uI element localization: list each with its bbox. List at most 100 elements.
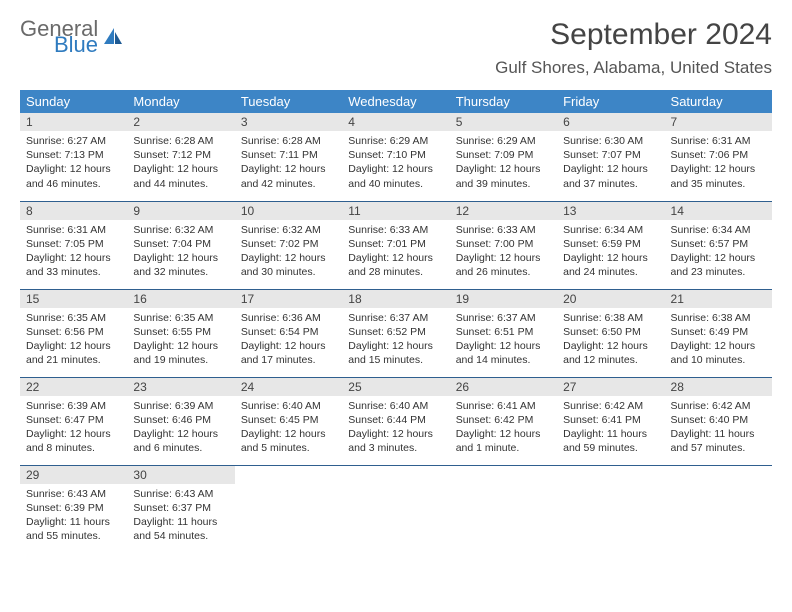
daylight-text-2: and 37 minutes. — [563, 177, 658, 191]
daylight-text-1: Daylight: 12 hours — [348, 427, 443, 441]
sunset-text: Sunset: 7:06 PM — [671, 148, 766, 162]
sunset-text: Sunset: 6:56 PM — [26, 325, 121, 339]
calendar-cell-empty — [450, 465, 557, 553]
calendar-cell: 7Sunrise: 6:31 AMSunset: 7:06 PMDaylight… — [665, 113, 772, 201]
calendar-cell-empty — [342, 465, 449, 553]
calendar-cell: 30Sunrise: 6:43 AMSunset: 6:37 PMDayligh… — [127, 465, 234, 553]
daylight-text-2: and 40 minutes. — [348, 177, 443, 191]
day-number: 30 — [127, 466, 234, 484]
sunrise-text: Sunrise: 6:40 AM — [241, 399, 336, 413]
sunset-text: Sunset: 7:12 PM — [133, 148, 228, 162]
sunrise-text: Sunrise: 6:43 AM — [133, 487, 228, 501]
day-body: Sunrise: 6:40 AMSunset: 6:45 PMDaylight:… — [235, 396, 342, 460]
daylight-text-1: Daylight: 12 hours — [563, 339, 658, 353]
weekday-header: Monday — [127, 90, 234, 113]
daylight-text-2: and 3 minutes. — [348, 441, 443, 455]
sunset-text: Sunset: 6:50 PM — [563, 325, 658, 339]
daylight-text-1: Daylight: 12 hours — [563, 162, 658, 176]
calendar-cell: 22Sunrise: 6:39 AMSunset: 6:47 PMDayligh… — [20, 377, 127, 465]
calendar-row: 1Sunrise: 6:27 AMSunset: 7:13 PMDaylight… — [20, 113, 772, 201]
day-body: Sunrise: 6:33 AMSunset: 7:01 PMDaylight:… — [342, 220, 449, 284]
sunrise-text: Sunrise: 6:32 AM — [133, 223, 228, 237]
sunset-text: Sunset: 7:10 PM — [348, 148, 443, 162]
day-number: 17 — [235, 290, 342, 308]
brand-logo: General Blue — [20, 18, 124, 56]
daylight-text-1: Daylight: 12 hours — [456, 339, 551, 353]
sunset-text: Sunset: 7:00 PM — [456, 237, 551, 251]
calendar-cell: 28Sunrise: 6:42 AMSunset: 6:40 PMDayligh… — [665, 377, 772, 465]
daylight-text-1: Daylight: 12 hours — [241, 339, 336, 353]
daylight-text-1: Daylight: 12 hours — [456, 251, 551, 265]
sunset-text: Sunset: 6:46 PM — [133, 413, 228, 427]
sunrise-text: Sunrise: 6:32 AM — [241, 223, 336, 237]
sunrise-text: Sunrise: 6:28 AM — [241, 134, 336, 148]
calendar-cell: 23Sunrise: 6:39 AMSunset: 6:46 PMDayligh… — [127, 377, 234, 465]
day-number: 2 — [127, 113, 234, 131]
sunrise-text: Sunrise: 6:43 AM — [26, 487, 121, 501]
sunrise-text: Sunrise: 6:38 AM — [671, 311, 766, 325]
calendar-cell: 4Sunrise: 6:29 AMSunset: 7:10 PMDaylight… — [342, 113, 449, 201]
day-number: 24 — [235, 378, 342, 396]
sunrise-text: Sunrise: 6:33 AM — [348, 223, 443, 237]
day-number: 18 — [342, 290, 449, 308]
day-body: Sunrise: 6:37 AMSunset: 6:51 PMDaylight:… — [450, 308, 557, 372]
day-body: Sunrise: 6:31 AMSunset: 7:05 PMDaylight:… — [20, 220, 127, 284]
day-number: 13 — [557, 202, 664, 220]
sunrise-text: Sunrise: 6:39 AM — [133, 399, 228, 413]
daylight-text-1: Daylight: 12 hours — [456, 162, 551, 176]
title-block: September 2024 Gulf Shores, Alabama, Uni… — [495, 18, 772, 78]
daylight-text-2: and 54 minutes. — [133, 529, 228, 543]
sunrise-text: Sunrise: 6:29 AM — [456, 134, 551, 148]
sunset-text: Sunset: 6:52 PM — [348, 325, 443, 339]
sunrise-text: Sunrise: 6:37 AM — [456, 311, 551, 325]
day-number: 12 — [450, 202, 557, 220]
sunset-text: Sunset: 7:09 PM — [456, 148, 551, 162]
sunrise-text: Sunrise: 6:42 AM — [671, 399, 766, 413]
sunset-text: Sunset: 6:44 PM — [348, 413, 443, 427]
day-body: Sunrise: 6:28 AMSunset: 7:12 PMDaylight:… — [127, 131, 234, 195]
calendar-cell: 3Sunrise: 6:28 AMSunset: 7:11 PMDaylight… — [235, 113, 342, 201]
sunset-text: Sunset: 7:13 PM — [26, 148, 121, 162]
daylight-text-2: and 32 minutes. — [133, 265, 228, 279]
day-body: Sunrise: 6:34 AMSunset: 6:57 PMDaylight:… — [665, 220, 772, 284]
sunrise-text: Sunrise: 6:28 AM — [133, 134, 228, 148]
calendar-cell: 17Sunrise: 6:36 AMSunset: 6:54 PMDayligh… — [235, 289, 342, 377]
calendar-cell: 16Sunrise: 6:35 AMSunset: 6:55 PMDayligh… — [127, 289, 234, 377]
daylight-text-1: Daylight: 12 hours — [133, 251, 228, 265]
calendar-row: 22Sunrise: 6:39 AMSunset: 6:47 PMDayligh… — [20, 377, 772, 465]
sunset-text: Sunset: 6:49 PM — [671, 325, 766, 339]
day-body: Sunrise: 6:34 AMSunset: 6:59 PMDaylight:… — [557, 220, 664, 284]
location: Gulf Shores, Alabama, United States — [495, 58, 772, 78]
day-number: 4 — [342, 113, 449, 131]
sunrise-text: Sunrise: 6:41 AM — [456, 399, 551, 413]
daylight-text-1: Daylight: 11 hours — [26, 515, 121, 529]
calendar-cell: 1Sunrise: 6:27 AMSunset: 7:13 PMDaylight… — [20, 113, 127, 201]
day-number: 23 — [127, 378, 234, 396]
weekday-header: Sunday — [20, 90, 127, 113]
calendar-cell: 25Sunrise: 6:40 AMSunset: 6:44 PMDayligh… — [342, 377, 449, 465]
sunset-text: Sunset: 6:45 PM — [241, 413, 336, 427]
day-body: Sunrise: 6:36 AMSunset: 6:54 PMDaylight:… — [235, 308, 342, 372]
daylight-text-1: Daylight: 12 hours — [241, 251, 336, 265]
calendar-cell-empty — [557, 465, 664, 553]
day-number: 1 — [20, 113, 127, 131]
day-number: 9 — [127, 202, 234, 220]
day-number: 28 — [665, 378, 772, 396]
calendar-cell: 26Sunrise: 6:41 AMSunset: 6:42 PMDayligh… — [450, 377, 557, 465]
day-number: 27 — [557, 378, 664, 396]
daylight-text-2: and 15 minutes. — [348, 353, 443, 367]
day-number: 7 — [665, 113, 772, 131]
daylight-text-2: and 46 minutes. — [26, 177, 121, 191]
calendar-row: 29Sunrise: 6:43 AMSunset: 6:39 PMDayligh… — [20, 465, 772, 553]
sunset-text: Sunset: 6:54 PM — [241, 325, 336, 339]
calendar-cell: 29Sunrise: 6:43 AMSunset: 6:39 PMDayligh… — [20, 465, 127, 553]
sunrise-text: Sunrise: 6:34 AM — [563, 223, 658, 237]
day-body: Sunrise: 6:39 AMSunset: 6:47 PMDaylight:… — [20, 396, 127, 460]
day-body: Sunrise: 6:31 AMSunset: 7:06 PMDaylight:… — [665, 131, 772, 195]
sunset-text: Sunset: 7:01 PM — [348, 237, 443, 251]
calendar-cell: 11Sunrise: 6:33 AMSunset: 7:01 PMDayligh… — [342, 201, 449, 289]
sunrise-text: Sunrise: 6:34 AM — [671, 223, 766, 237]
calendar-cell: 24Sunrise: 6:40 AMSunset: 6:45 PMDayligh… — [235, 377, 342, 465]
sunrise-text: Sunrise: 6:30 AM — [563, 134, 658, 148]
sunrise-text: Sunrise: 6:40 AM — [348, 399, 443, 413]
